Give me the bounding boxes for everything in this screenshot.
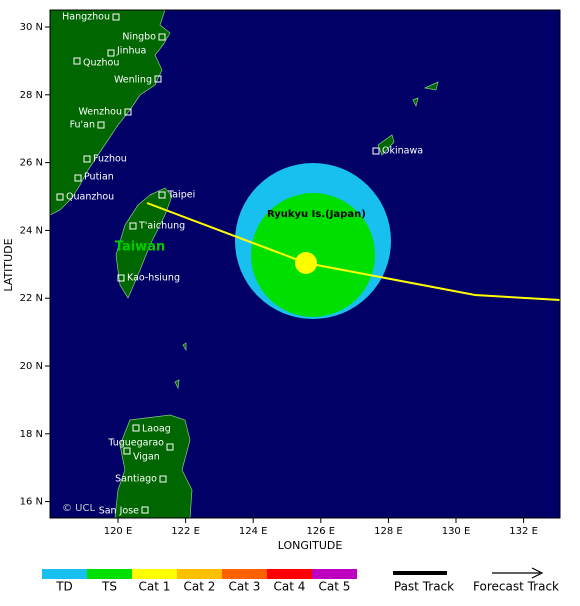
x-tick-label: 124 E <box>239 526 268 537</box>
place-marker <box>123 447 131 455</box>
place-label: Wenzhou <box>78 107 122 118</box>
taiwan-island <box>115 187 173 299</box>
place-label: Ningbo <box>122 32 156 43</box>
legend-label: Cat 5 <box>319 580 351 594</box>
place-label: Tuguegarao <box>107 438 164 449</box>
place-label: T'aichung <box>138 221 185 232</box>
place-marker <box>158 33 166 41</box>
place-marker <box>372 147 380 155</box>
legend-label: Forecast Track <box>473 580 559 594</box>
place-marker <box>112 13 120 21</box>
place-marker <box>97 121 105 129</box>
small-islands <box>174 81 439 390</box>
place-marker <box>141 506 149 514</box>
place-label: Quzhou <box>83 58 119 69</box>
legend-swatch <box>267 569 312 579</box>
forecast-arrow <box>531 567 544 579</box>
place-marker <box>158 191 166 199</box>
legend-swatch <box>87 569 132 579</box>
place-label: San Jose <box>99 506 139 517</box>
place-marker <box>117 274 125 282</box>
region-label: Taiwan <box>115 240 165 255</box>
y-tick-label: 18 N <box>20 429 43 440</box>
y-axis-label: LATITUDE <box>2 238 15 291</box>
place-marker <box>73 57 81 65</box>
y-tick-label: 22 N <box>20 293 43 304</box>
place-label: Fuzhou <box>93 154 127 165</box>
place-label: Fu'an <box>70 120 95 131</box>
y-tick-label: 30 N <box>20 22 43 33</box>
legend-swatch <box>177 569 222 579</box>
place-label: Quanzhou <box>66 192 114 203</box>
place-label: Hangzhou <box>62 12 110 23</box>
place-marker <box>107 49 115 57</box>
x-tick-label: 126 E <box>307 526 336 537</box>
legend-label: TD <box>55 580 73 594</box>
place-label: Vigan <box>133 452 160 463</box>
legend-swatch <box>222 569 267 579</box>
okinawa-island <box>377 134 395 156</box>
legend-label: Cat 1 <box>139 580 171 594</box>
legend-swatch <box>132 569 177 579</box>
place-marker <box>129 222 137 230</box>
legend-label: Cat 4 <box>274 580 306 594</box>
place-marker <box>132 424 140 432</box>
credit: © UCL <box>62 503 95 514</box>
place-label: Santiago <box>115 474 157 485</box>
legend-label: Cat 3 <box>229 580 261 594</box>
x-tick-label: 128 E <box>374 526 403 537</box>
x-tick-label: 130 E <box>442 526 471 537</box>
legend-swatch <box>312 569 357 579</box>
place-marker <box>83 155 91 163</box>
legend-label: Cat 2 <box>184 580 216 594</box>
y-tick-label: 26 N <box>20 158 43 169</box>
y-tick-label: 20 N <box>20 361 43 372</box>
place-marker <box>124 108 132 116</box>
y-tick-label: 24 N <box>20 225 43 236</box>
place-label: Jinhua <box>116 46 146 57</box>
place-marker <box>56 193 64 201</box>
place-label: Taipei <box>167 190 195 201</box>
place-label: Kao-hsiung <box>127 273 180 284</box>
x-tick-label: 120 E <box>104 526 133 537</box>
place-marker <box>154 75 162 83</box>
place-label: Putian <box>84 172 114 183</box>
place-marker <box>159 475 167 483</box>
map-frame <box>49 9 561 519</box>
y-tick-label: 28 N <box>20 90 43 101</box>
place-label: Laoag <box>142 424 171 435</box>
place-marker <box>166 443 174 451</box>
legend-label: Past Track <box>394 580 454 594</box>
place-marker <box>74 174 82 182</box>
luzon-island <box>114 414 193 519</box>
place-label: Okinawa <box>382 146 423 157</box>
legend-label: TS <box>101 580 117 594</box>
legend-swatch <box>42 569 87 579</box>
forecast-track <box>146 202 561 301</box>
place-label: Wenling <box>114 75 152 86</box>
x-tick-label: 122 E <box>171 526 200 537</box>
x-tick-label: 132 E <box>509 526 538 537</box>
y-tick-label: 16 N <box>20 497 43 508</box>
region-label: Ryukyu Is.(Japan) <box>267 209 366 220</box>
x-axis-label: LONGITUDE <box>278 539 343 552</box>
